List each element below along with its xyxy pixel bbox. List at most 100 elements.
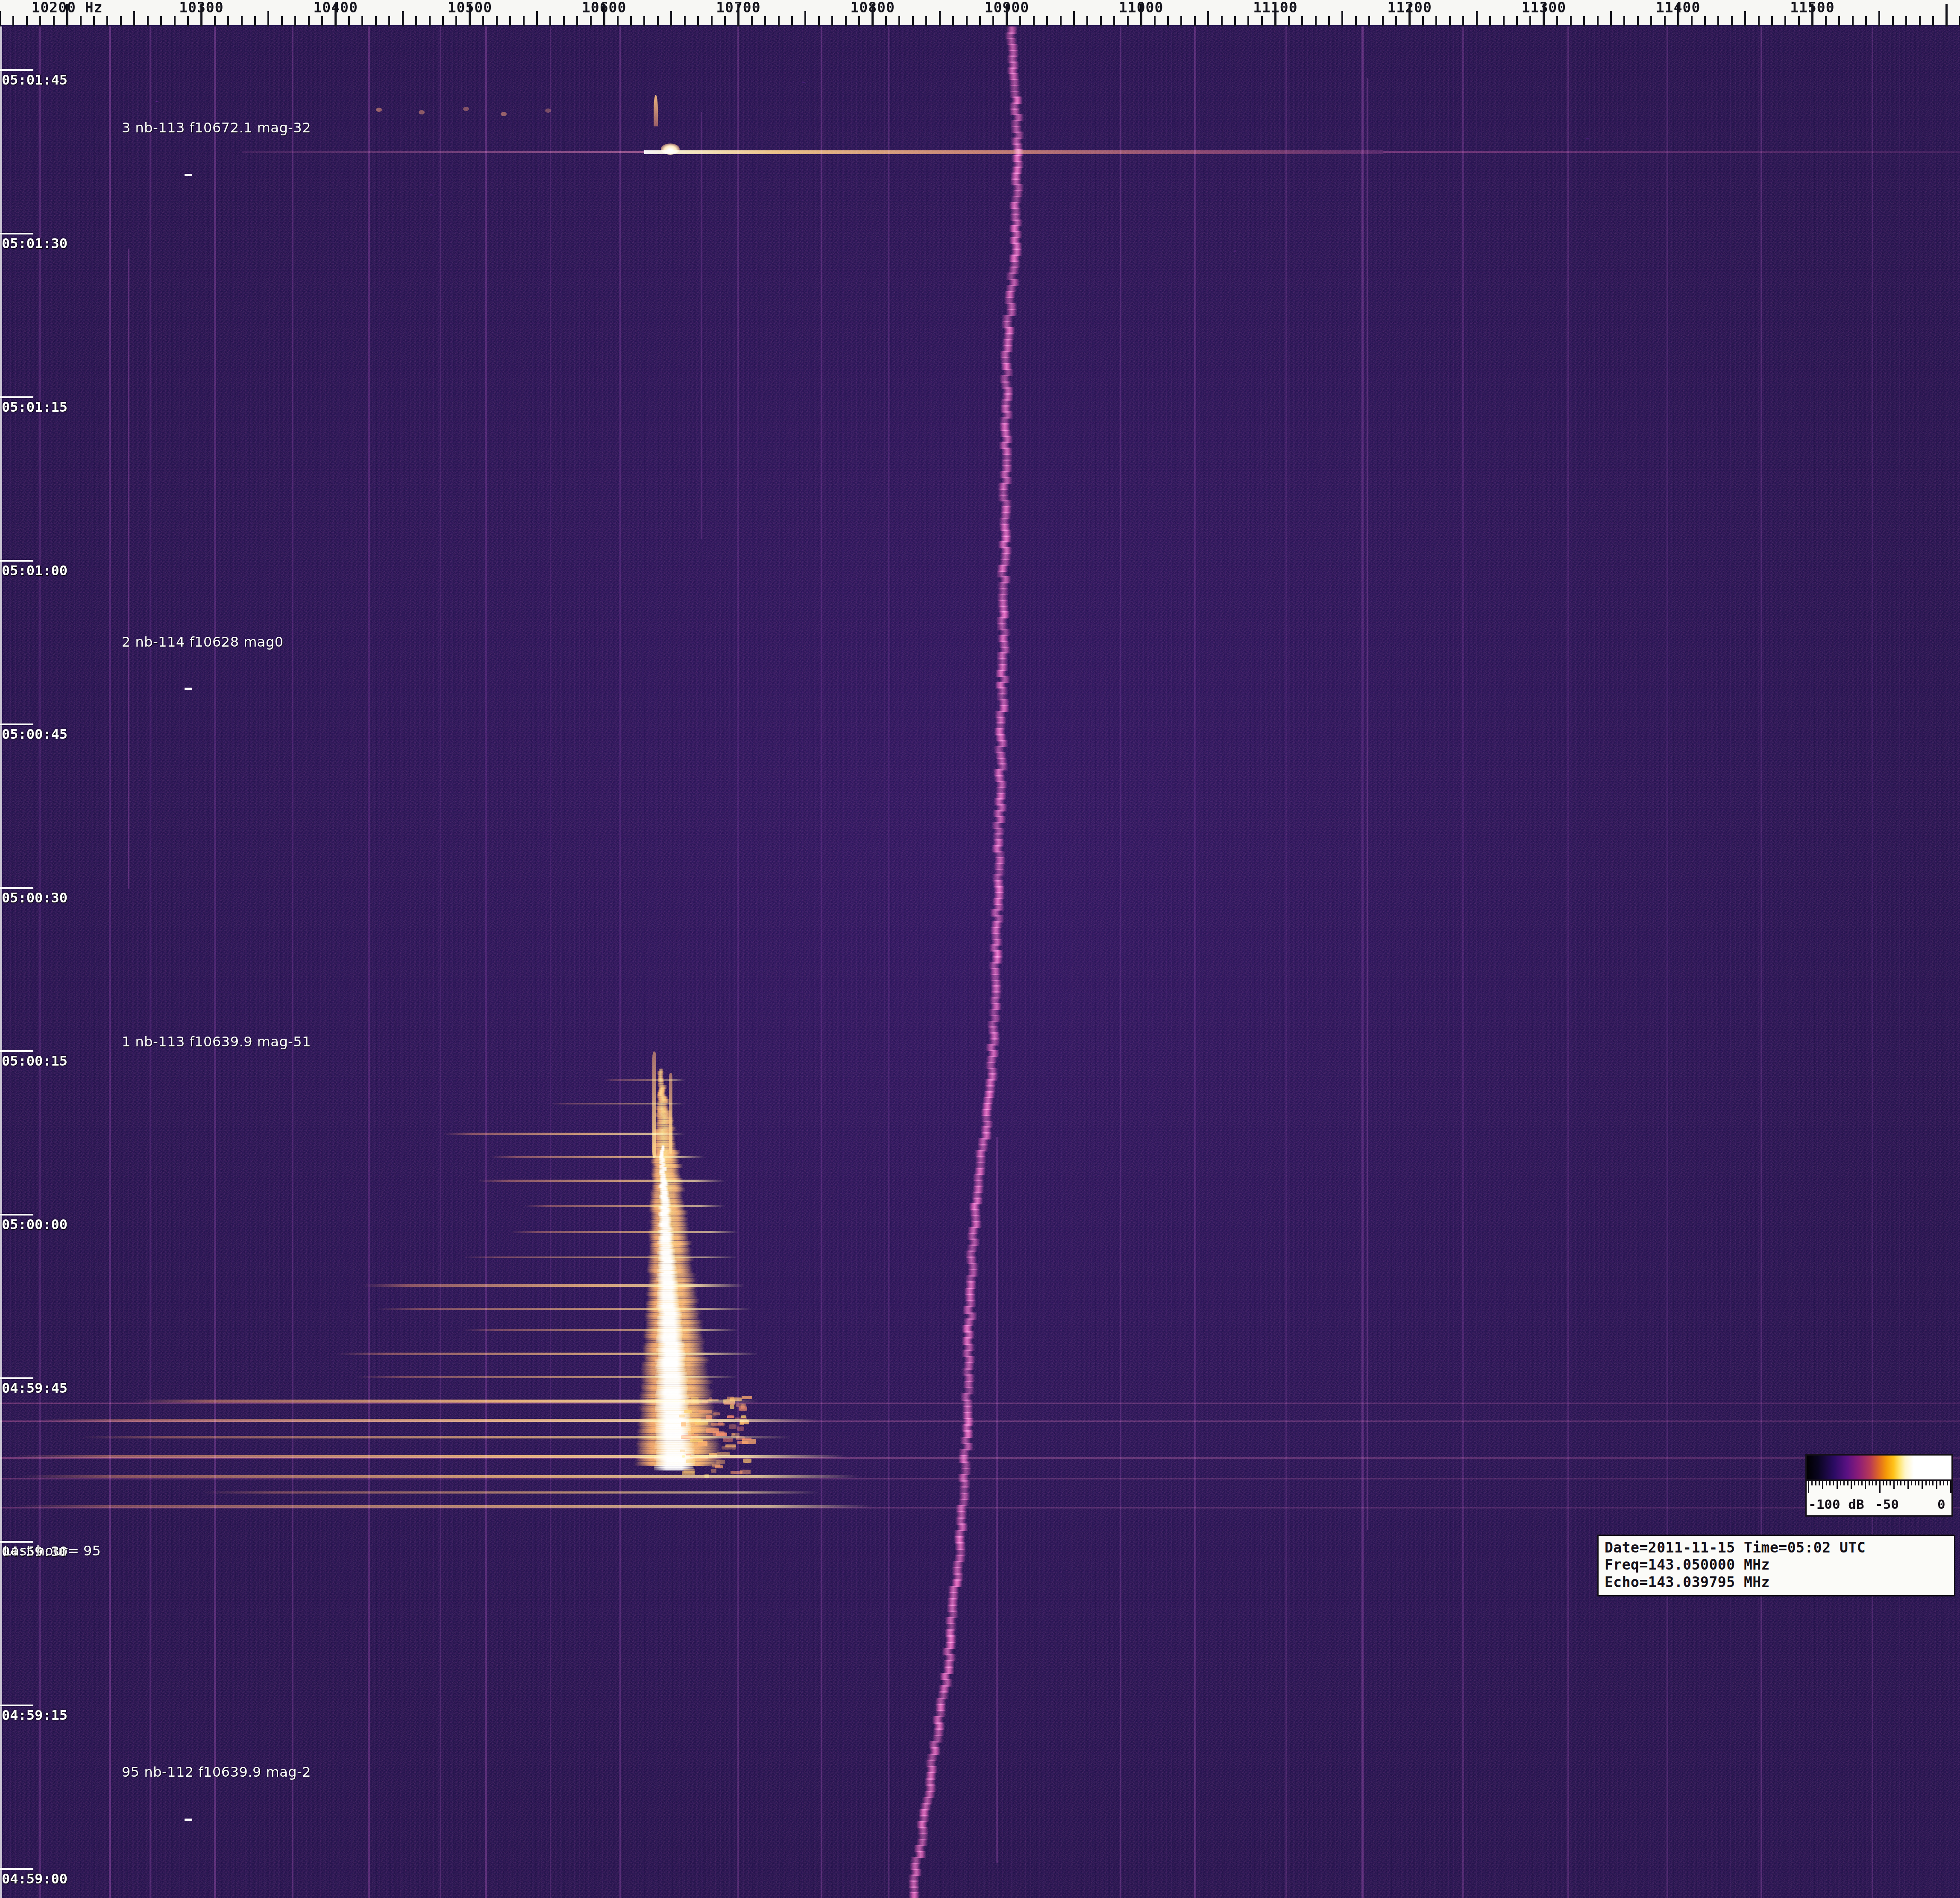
colorbar-minor-tick [1918,1479,1919,1485]
frequency-minor-tick [214,16,216,26]
last-hour-counter: Last hour= 95 [3,1543,101,1559]
frequency-minor-tick [1610,11,1612,26]
frequency-minor-tick [1033,16,1035,26]
frequency-minor-tick [415,16,417,26]
colorbar-minor-tick [1811,1479,1813,1485]
colorbar-legend: -100 dB -50 0 [1805,1454,1953,1517]
frequency-major-tick [1945,4,1948,26]
frequency-axis-label: 11200 [1387,0,1432,16]
time-axis-label: 05:01:30 [2,235,67,252]
frequency-minor-tick [1194,16,1196,26]
colorbar-minor-tick [1947,1479,1948,1485]
frequency-minor-tick [361,16,363,26]
colorbar-minor-tick [1886,1479,1887,1485]
time-axis-tick [0,396,33,398]
colorbar-minor-tick [1861,1479,1863,1485]
frequency-minor-tick [26,16,28,26]
frequency-minor-tick [1704,16,1706,26]
time-axis-tick [0,887,33,889]
frequency-minor-tick [1744,11,1746,26]
frequency-minor-tick [1060,16,1062,26]
frequency-axis-label: 10600 [582,0,626,16]
frequency-minor-tick [1247,16,1249,26]
frequency-axis-label: 10400 [313,0,358,16]
frequency-minor-tick [133,11,135,26]
frequency-minor-tick [267,11,269,26]
frequency-minor-tick [1100,16,1102,26]
frequency-minor-tick [1570,16,1572,26]
colorbar-minor-tick [1907,1479,1909,1489]
info-echo-line: Echo=143.039795 MHz [1605,1574,1949,1591]
frequency-minor-tick [764,16,766,26]
colorbar-minor-tick [1869,1479,1870,1485]
frequency-axis-label: 11500 [1790,0,1834,16]
frequency-minor-tick [643,16,645,26]
frequency-minor-tick [1932,16,1934,26]
colorbar-gradient [1807,1456,1951,1479]
colorbar-label-max: 0 [1937,1497,1945,1512]
frequency-minor-tick [992,16,994,26]
event-marker-dash [185,1819,192,1821]
frequency-minor-tick [1623,16,1625,26]
frequency-minor-tick [1731,16,1733,26]
frequency-minor-tick [402,11,404,26]
colorbar-minor-tick [1939,1479,1941,1485]
colorbar-label-min: -100 dB [1808,1497,1864,1512]
frequency-minor-tick [966,16,968,26]
colorbar-minor-tick [1815,1479,1816,1485]
time-axis-label: 04:59:00 [2,1871,67,1887]
frequency-minor-tick [1341,11,1343,26]
frequency-minor-tick [670,11,672,26]
frequency-minor-tick [1838,16,1840,26]
waterfall-display[interactable]: 05:01:4505:01:3005:01:1505:01:0005:00:45… [0,26,1960,1898]
frequency-minor-tick [523,16,525,26]
colorbar-minor-tick [1900,1479,1901,1485]
time-axis-label: 05:00:15 [2,1053,67,1069]
frequency-axis-label: 11400 [1656,0,1700,16]
frequency-minor-tick [509,16,511,26]
frequency-minor-tick [1127,16,1129,26]
frequency-minor-tick [1771,16,1773,26]
frequency-minor-tick [1449,16,1451,26]
frequency-minor-tick [174,16,176,26]
time-axis-tick [0,1868,33,1870]
frequency-axis-label: 11000 [1119,0,1163,16]
frequency-minor-tick [1167,16,1169,26]
frequency-minor-tick [147,16,149,26]
colorbar-minor-tick [1875,1479,1877,1485]
frequency-minor-tick [308,16,310,26]
frequency-minor-tick [1435,16,1437,26]
frequency-minor-tick [791,16,793,26]
frequency-minor-tick [241,16,243,26]
colorbar-minor-tick [1893,1479,1895,1489]
colorbar-minor-tick [1883,1479,1884,1485]
frequency-minor-tick [1489,16,1491,26]
frequency-minor-tick [120,16,122,26]
info-date-time-line: Date=2011-11-15 Time=05:02 UTC [1605,1539,1949,1556]
frequency-minor-tick [1355,16,1357,26]
frequency-minor-tick [576,16,578,26]
frequency-minor-tick [1288,16,1290,26]
time-axis-label: 05:00:45 [2,726,67,742]
frequency-minor-tick [1086,16,1088,26]
frequency-minor-tick [1717,16,1719,26]
frequency-minor-tick [388,16,390,26]
frequency-minor-tick [321,16,323,26]
time-axis-label: 05:00:30 [2,890,67,906]
frequency-minor-tick [1784,16,1786,26]
frequency-minor-tick [1529,16,1531,26]
frequency-axis-label: 10800 [850,0,895,16]
frequency-minor-tick [429,16,431,26]
noise-speckle-layer-3 [0,26,1960,1898]
time-axis-tick [0,1214,33,1216]
colorbar-minor-tick [1904,1479,1905,1485]
colorbar-minor-tick [1943,1479,1944,1485]
frequency-minor-tick [939,11,941,26]
frequency-minor-tick [845,16,847,26]
frequency-minor-tick [281,16,283,26]
event-annotation-label: 3 nb-113 f10672.1 mag-32 [122,120,311,136]
frequency-axis-label: 11300 [1522,0,1566,16]
frequency-minor-tick [455,16,457,26]
frequency-minor-tick [858,16,860,26]
frequency-minor-tick [348,16,350,26]
